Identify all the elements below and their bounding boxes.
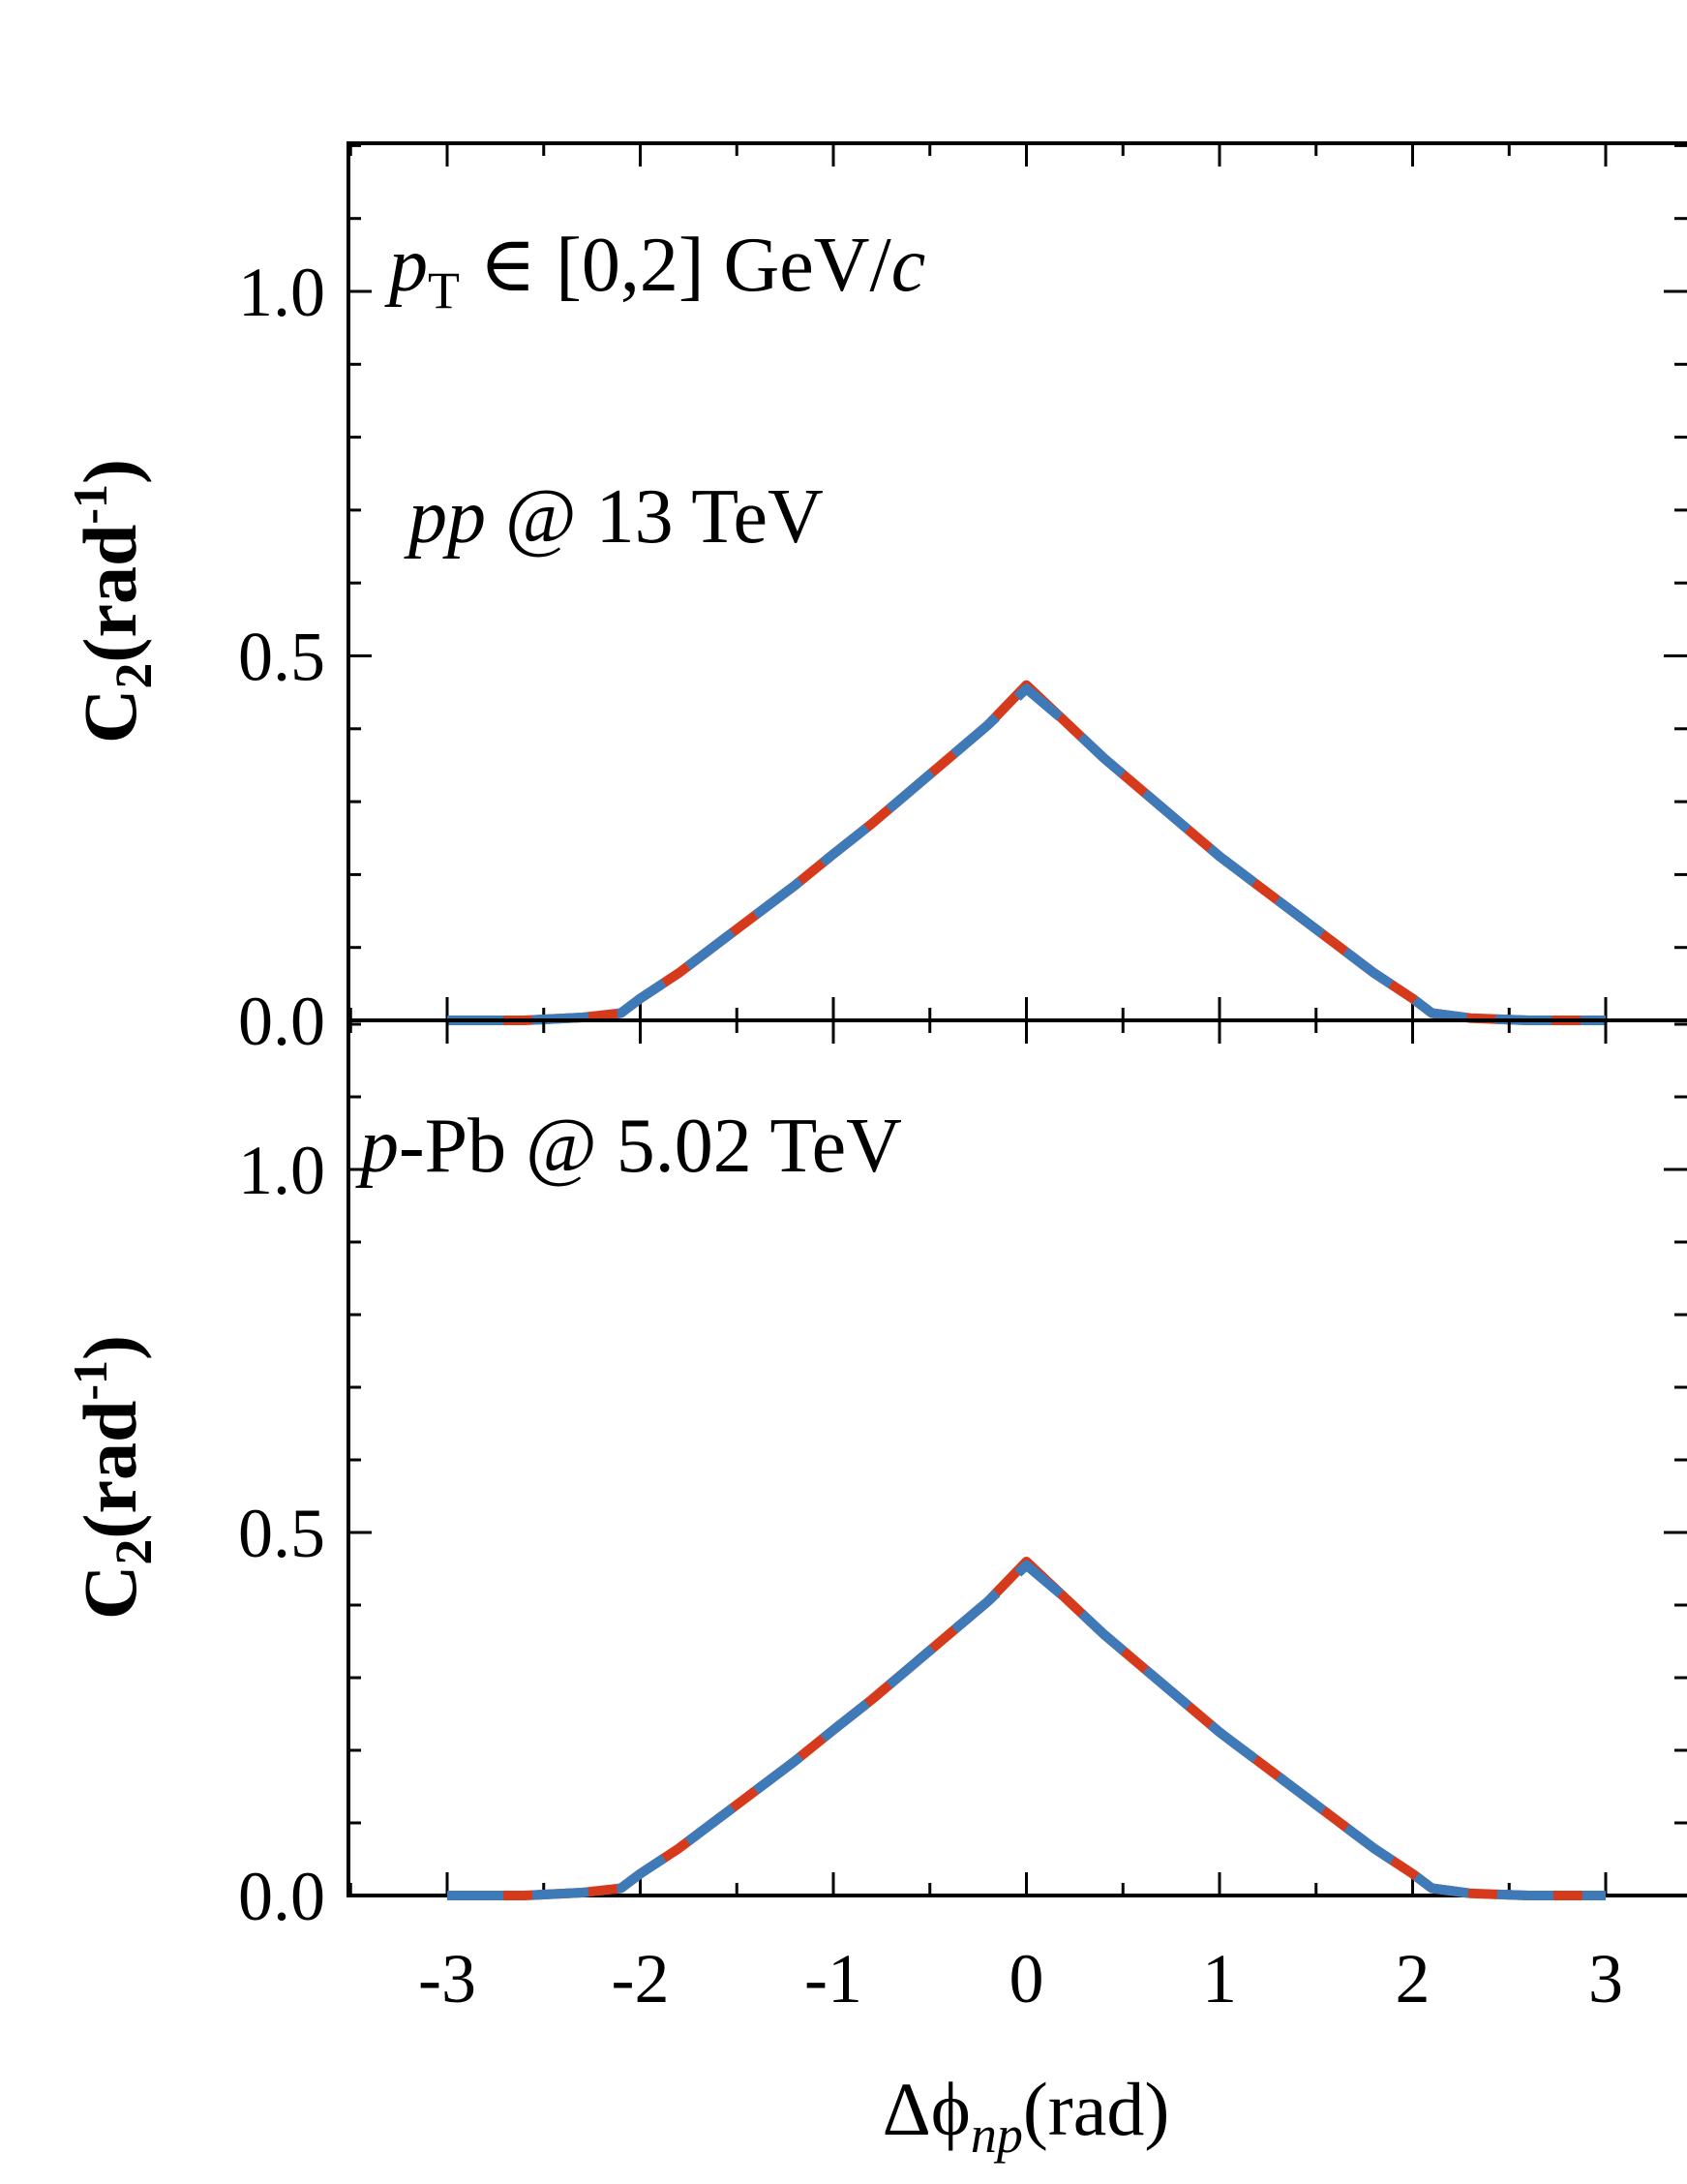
plot-frame xyxy=(346,1018,1687,1897)
series-line-dashed xyxy=(447,683,1606,1025)
y-tick-label: 0.0 xyxy=(238,1858,325,1935)
y-axis-title: C2(rad-1) xyxy=(63,1335,163,1620)
panel-bottom: 0.0 0.5 1.0 -3 -2 -1 0 1 2 3 p-Pb @ 5.02 TeV xyxy=(238,1018,1687,2017)
panel-annotation: p-Pb @ 5.02 TeV xyxy=(355,1104,902,1189)
series-line-solid xyxy=(447,1557,1606,1900)
x-tick-label: 1 xyxy=(1202,1940,1237,2017)
x-tick-label: -2 xyxy=(612,1940,670,2017)
panel-annotation: pT ∈ [0,2] GeV/c xyxy=(384,223,925,319)
x-tick-label: -1 xyxy=(804,1940,862,2017)
y-tick-label: 1.0 xyxy=(238,254,325,331)
y-tick-label: 1.0 xyxy=(238,1132,325,1209)
panels: 0.00.51.0 pT ∈ [0,2] GeV/cpp @ 13 TeV0.00… xyxy=(238,141,1687,2017)
x-tick-label: 0 xyxy=(1009,1940,1044,2017)
axis-titles: C2(rad-1) C2(rad-1) Δϕnp(rad) xyxy=(63,459,1169,2164)
y-axis-title: C2(rad-1) xyxy=(63,459,163,743)
panel-annotation: pp @ 13 TeV xyxy=(404,474,824,560)
x-tick-label: 2 xyxy=(1396,1940,1431,2017)
y-tick-label: 0.5 xyxy=(238,619,325,696)
x-tick-label: -3 xyxy=(418,1940,476,2017)
series-line-solid xyxy=(447,680,1606,1025)
y-tick-label: 0.0 xyxy=(238,983,325,1060)
x-axis-title: Δϕnp(rad) xyxy=(883,2067,1170,2164)
panel-top: 0.0 0.5 1.0 pT ∈ [0,2] GeV/c pp @ 13 TeV xyxy=(238,141,1687,1060)
y-tick-label: 0.5 xyxy=(238,1495,325,1572)
series-line-dashed xyxy=(447,1560,1606,1900)
x-tick-label: 3 xyxy=(1588,1940,1623,2017)
